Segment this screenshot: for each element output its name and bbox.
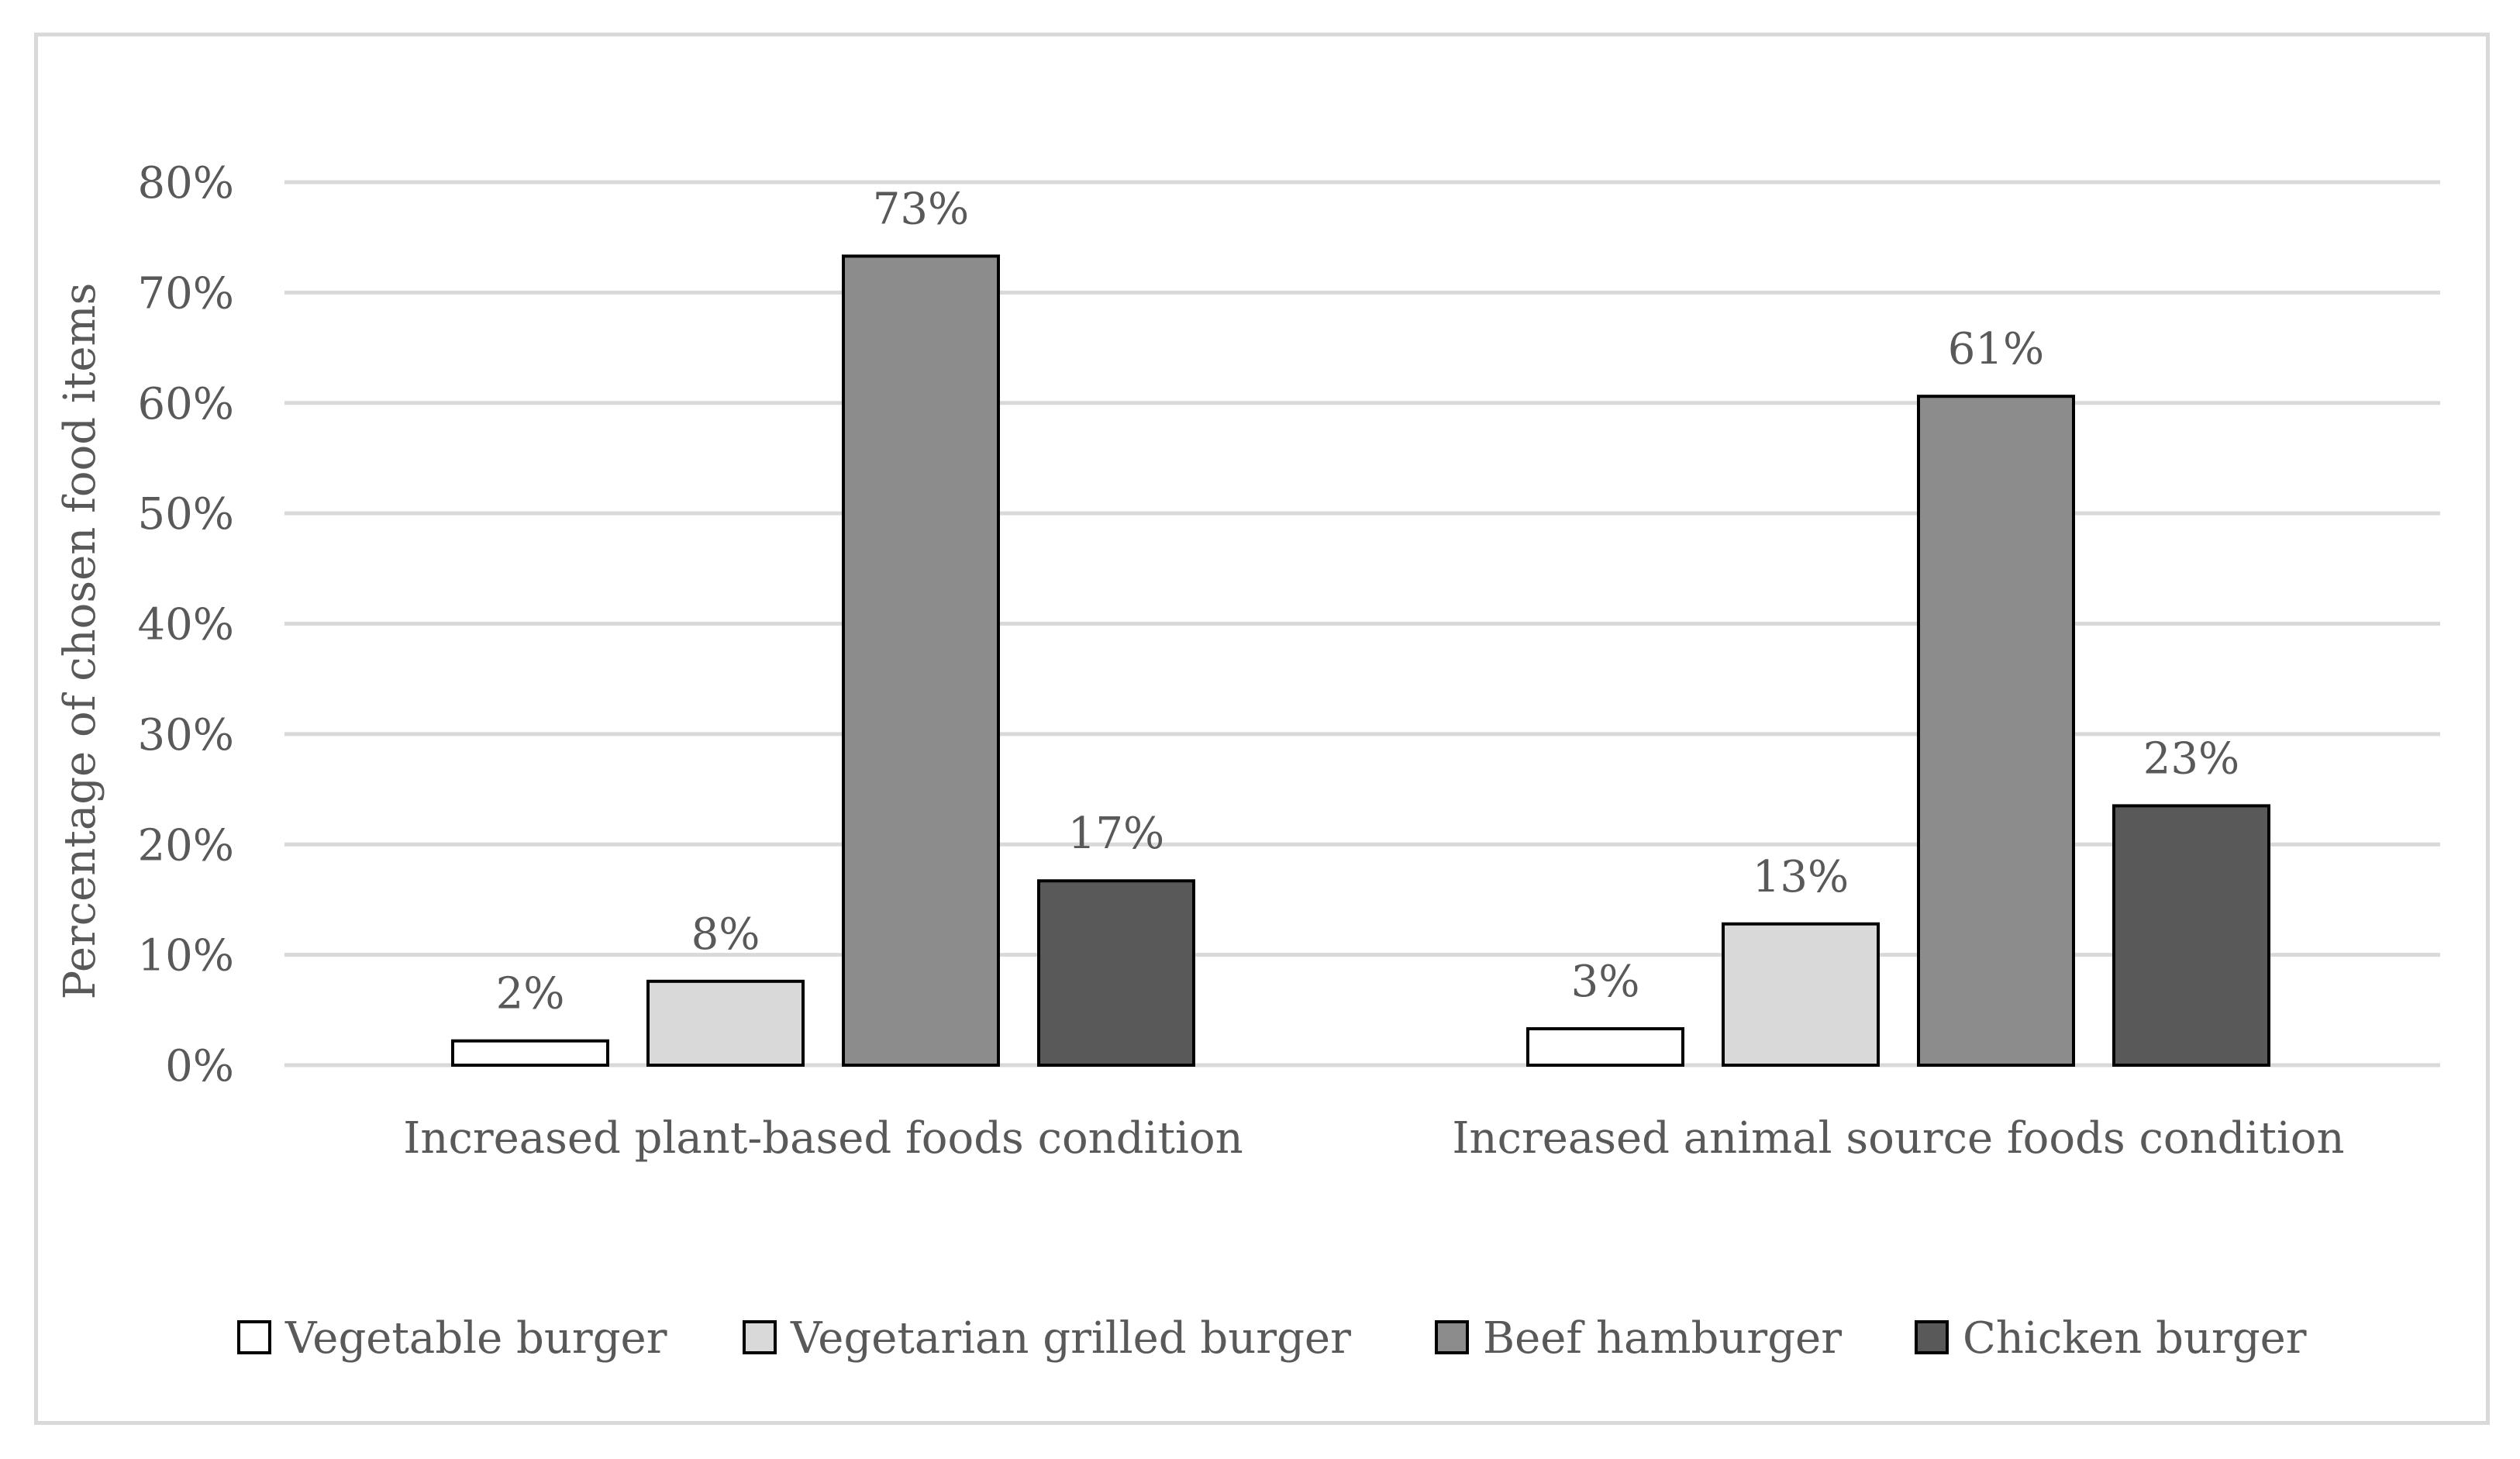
legend: Vegetable burger Vegetarian grilled burge…	[237, 1313, 2307, 1364]
data-labels: 2% 8% 73% 17% 3% 13% 61% 23%	[496, 184, 2240, 1019]
y-tick-label: 70%	[138, 268, 234, 319]
gridlines	[284, 180, 2440, 1068]
legend-swatch	[237, 1320, 271, 1354]
y-tick-label: 20%	[138, 820, 234, 871]
bar	[2112, 804, 2270, 1067]
y-tick-label: 40%	[138, 600, 234, 650]
legend-swatch	[1435, 1320, 1469, 1354]
data-label: 8%	[691, 909, 760, 960]
bar	[451, 1039, 609, 1067]
legend-label: Vegetable burger	[284, 1313, 667, 1364]
bar	[1526, 1027, 1684, 1067]
legend-label: Chicken burger	[1963, 1313, 2307, 1364]
bars	[451, 254, 2270, 1068]
data-label: 23%	[2143, 733, 2239, 784]
legend-swatch	[1915, 1320, 1949, 1354]
legend-swatch	[743, 1320, 777, 1354]
data-label: 2%	[496, 969, 565, 1019]
y-tick-label: 30%	[138, 710, 234, 761]
bar	[842, 254, 1000, 1067]
y-tick-label: 50%	[138, 489, 234, 540]
y-tick-label: 60%	[138, 379, 234, 429]
data-label: 3%	[1571, 957, 1640, 1007]
x-category-label: Increased animal source foods condition	[1452, 1113, 2344, 1164]
data-label: 73%	[873, 184, 969, 234]
data-label: 61%	[1948, 324, 2044, 374]
y-tick-label: 10%	[138, 931, 234, 981]
x-category-label: Increased plant-based foods condition	[403, 1113, 1243, 1164]
legend-label: Beef hamburger	[1483, 1313, 1842, 1364]
y-tick-label: 80%	[138, 158, 234, 209]
bar	[1037, 879, 1195, 1068]
y-axis-title: Percentage of chosen food items	[55, 283, 105, 1000]
bar	[646, 979, 805, 1068]
category-labels: Increased plant-based foods condition Inc…	[403, 1113, 2344, 1164]
data-label: 17%	[1068, 809, 1164, 859]
bar	[1917, 395, 2075, 1067]
y-tick-label: 0%	[165, 1041, 234, 1092]
chart-frame	[34, 33, 2490, 1425]
legend-label: Vegetarian grilled burger	[790, 1313, 1351, 1364]
y-axis-ticks: 0% 10% 20% 30% 40% 50% 60% 70% 80%	[138, 158, 234, 1092]
bar	[1722, 922, 1880, 1068]
data-label: 13%	[1753, 852, 1849, 902]
